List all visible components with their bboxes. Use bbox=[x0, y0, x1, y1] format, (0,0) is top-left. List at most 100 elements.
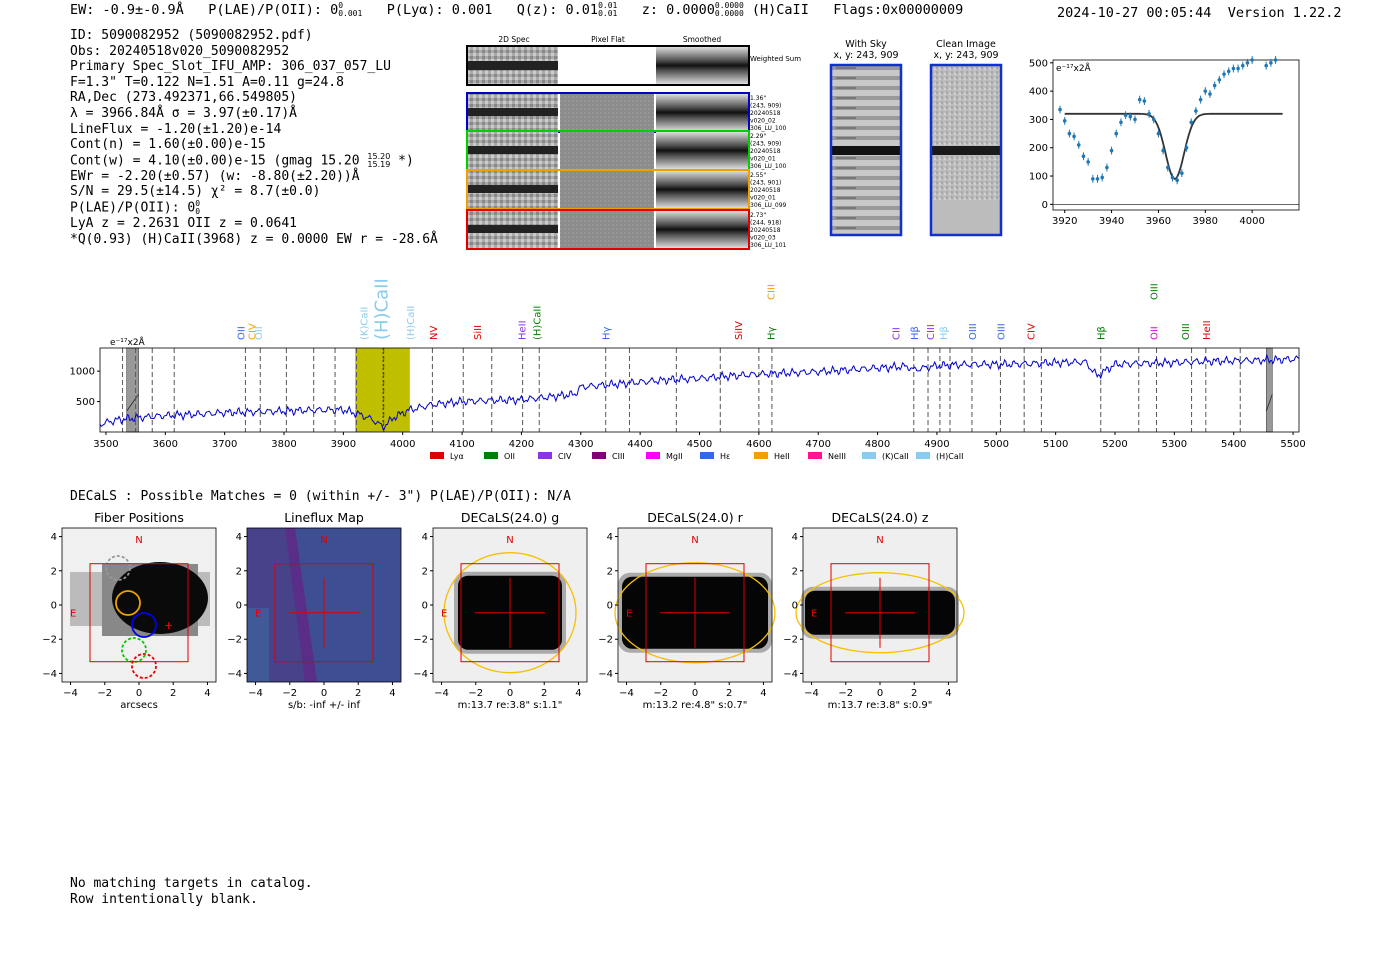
zoom-data-point bbox=[1212, 83, 1217, 88]
cutout-right-text: 306_LU_101 bbox=[750, 242, 787, 249]
bottom-xtick-label: 0 bbox=[692, 688, 698, 699]
zoom-ytick-label: 200 bbox=[1029, 143, 1048, 154]
zoom-xtick-label: 4000 bbox=[1239, 216, 1264, 227]
spectrum-highlight-band bbox=[355, 348, 410, 432]
sky-title: With Sky bbox=[845, 39, 887, 50]
spectrum-line-label: CII bbox=[891, 327, 902, 340]
spectrum-xtick-label: 4300 bbox=[568, 439, 593, 450]
zoom-data-point bbox=[1240, 63, 1245, 68]
cutout-row: 0.101.800132.29"(243, 909)20240518v020_0… bbox=[466, 130, 787, 171]
spectrum-xtick-label: 4400 bbox=[627, 439, 652, 450]
zoom-ytick-label: 400 bbox=[1029, 87, 1048, 98]
bottom-ytick-label: 4 bbox=[607, 532, 613, 543]
sky-coords: x, y: 243, 909 bbox=[833, 50, 898, 61]
zoom-fit-curve bbox=[1064, 112, 1283, 180]
spectrum-xtick-label: 4200 bbox=[509, 439, 534, 450]
bottom-ytick-label: 4 bbox=[792, 532, 798, 543]
spectrum-line-label: CIV bbox=[247, 323, 258, 340]
lineflux-cyan bbox=[247, 608, 269, 682]
cutout-right-text: 306_LU_100 bbox=[750, 125, 787, 132]
spectrum-line-label: OII bbox=[1150, 326, 1161, 340]
cutout-pixelflat bbox=[560, 94, 654, 131]
cutout-smoothed bbox=[656, 94, 748, 131]
bottom-xtick-label: 2 bbox=[726, 688, 732, 699]
zoom-data-point bbox=[1142, 99, 1147, 103]
bottom-ytick-label: 0 bbox=[236, 601, 242, 612]
cutout-right-text: v020_03 bbox=[750, 235, 776, 242]
bottom-panel-xlabel: m:13.7 re:3.8" s:1.1" bbox=[458, 700, 563, 711]
bottom-xtick-label: −4 bbox=[619, 688, 634, 699]
spectrum-line-label: OII bbox=[254, 326, 265, 340]
spectrum-xtick-label: 4600 bbox=[746, 439, 771, 450]
zoom-data-point bbox=[1231, 66, 1236, 71]
bottom-panel: DECaLS(24.0) z N E −4 −4 −2 −2 0 0 2 2 4 4 m:13.7 re:… bbox=[783, 510, 965, 711]
cutout-right-text: 2.55" bbox=[750, 172, 766, 179]
zoom-data-point bbox=[1166, 165, 1170, 170]
cutout-2dspec-band bbox=[468, 146, 558, 154]
fiber-position-circle bbox=[121, 637, 147, 663]
spectrum-xtick-label: 4800 bbox=[865, 439, 890, 450]
bottom-ytick-label: 2 bbox=[792, 566, 798, 577]
lineflux-edge bbox=[285, 528, 317, 682]
legend-label: HeII bbox=[774, 452, 790, 461]
spectrum-xtick-label: 5500 bbox=[1280, 439, 1305, 450]
legend-swatch bbox=[808, 452, 822, 459]
zoom-data-point bbox=[1226, 69, 1231, 74]
compass-east: E bbox=[811, 609, 817, 620]
zoom-data-point bbox=[1170, 175, 1175, 180]
cutout-right-text: v020_01 bbox=[750, 195, 776, 202]
header-z-sup: 0.0000 bbox=[714, 1, 744, 10]
full-spectrum-chart: 3500 3600 3700 3800 3900 4000 4100 4200 4300 4400… bbox=[70, 278, 1306, 461]
spectrum-mask-hatch bbox=[1265, 394, 1273, 412]
zoom-data-point bbox=[1128, 114, 1133, 119]
zoom-data-point bbox=[1175, 178, 1179, 183]
col-title-2dspec: 2D Spec bbox=[498, 35, 529, 44]
zoom-data-point bbox=[1095, 177, 1100, 181]
decals-aperture-ellipse bbox=[443, 552, 577, 674]
zoom-data-point bbox=[1222, 72, 1226, 76]
bottom-panel: DECaLS(24.0) r N E −4 −4 −2 −2 0 0 2 2 4 4 m:13.2 re:… bbox=[598, 510, 776, 711]
info-ewr: EWr = -2.20(±0.57) (w: -8.80(±2.20))Å bbox=[70, 168, 360, 184]
cutout-right-text: 2.29" bbox=[750, 133, 766, 140]
zoom-data-point bbox=[1114, 131, 1119, 136]
zoom-xtick-label: 3960 bbox=[1146, 216, 1171, 227]
decals-aperture-ellipse bbox=[795, 572, 965, 654]
spectrum-line-label: (H)CaII bbox=[406, 306, 417, 340]
info-cont-w-sub: 15.19 bbox=[367, 159, 391, 169]
zoom-data-point bbox=[1133, 117, 1137, 122]
cutout-right-text: 20240518 bbox=[750, 227, 781, 234]
catalog-note: No matching targets in catalog. Row inte… bbox=[70, 876, 313, 907]
cutout-panel: 2D Spec Pixel Flat Smoothed Weighted Sum… bbox=[464, 35, 801, 250]
zoom-data-point bbox=[1161, 148, 1165, 153]
header-plae-sub: 0.001 bbox=[338, 9, 363, 18]
fiber-cutout-rows: 0.782.700131.36"(243, 909)20240518v020_0… bbox=[464, 92, 787, 250]
info-id: ID: 5090082952 (5090082952.pdf) bbox=[70, 28, 313, 43]
header-ew: EW: -0.9±-0.9Å bbox=[70, 2, 184, 18]
spectrum-xtick-label: 4700 bbox=[805, 439, 830, 450]
cutout-pixelflat bbox=[560, 211, 654, 248]
bottom-ytick-label: −2 bbox=[598, 635, 613, 646]
spectrum-xtick-label: 5400 bbox=[1221, 439, 1246, 450]
zoom-data-point bbox=[1119, 120, 1123, 125]
legend-swatch bbox=[754, 452, 768, 459]
info-lya-oii: LyA z = 2.2631 OII z = 0.0641 bbox=[70, 216, 297, 232]
cutout-right-text: v020_01 bbox=[750, 156, 776, 163]
bottom-panel-xlabel: arcsecs bbox=[120, 700, 158, 711]
legend-label: CIII bbox=[612, 452, 625, 461]
bottom-xtick-label: 4 bbox=[945, 688, 951, 699]
cutout-smoothed bbox=[656, 211, 748, 248]
bottom-panel-title: DECaLS(24.0) g bbox=[461, 510, 559, 525]
col-title-smoothed: Smoothed bbox=[683, 35, 722, 44]
info-q-line: *Q(0.93) (H)CaII(3968) z = 0.0000 EW r =… bbox=[70, 231, 438, 247]
bottom-panel-title: Fiber Positions bbox=[94, 510, 184, 525]
bottom-ytick-label: 2 bbox=[51, 566, 57, 577]
cutout-right-text: 20240518 bbox=[750, 187, 781, 194]
bottom-ytick-label: −2 bbox=[42, 635, 57, 646]
fiber-position-circle bbox=[131, 612, 157, 638]
info-plae-sup: 0 bbox=[195, 199, 201, 209]
bottom-panel-title: Lineflux Map bbox=[284, 510, 364, 525]
bottom-xtick-label: −2 bbox=[97, 688, 112, 699]
bottom-ytick-label: −2 bbox=[783, 635, 798, 646]
info-lambda: λ = 3966.84Å σ = 3.97(±0.17)Å bbox=[70, 105, 297, 121]
cutout-pixelflat bbox=[560, 171, 654, 208]
